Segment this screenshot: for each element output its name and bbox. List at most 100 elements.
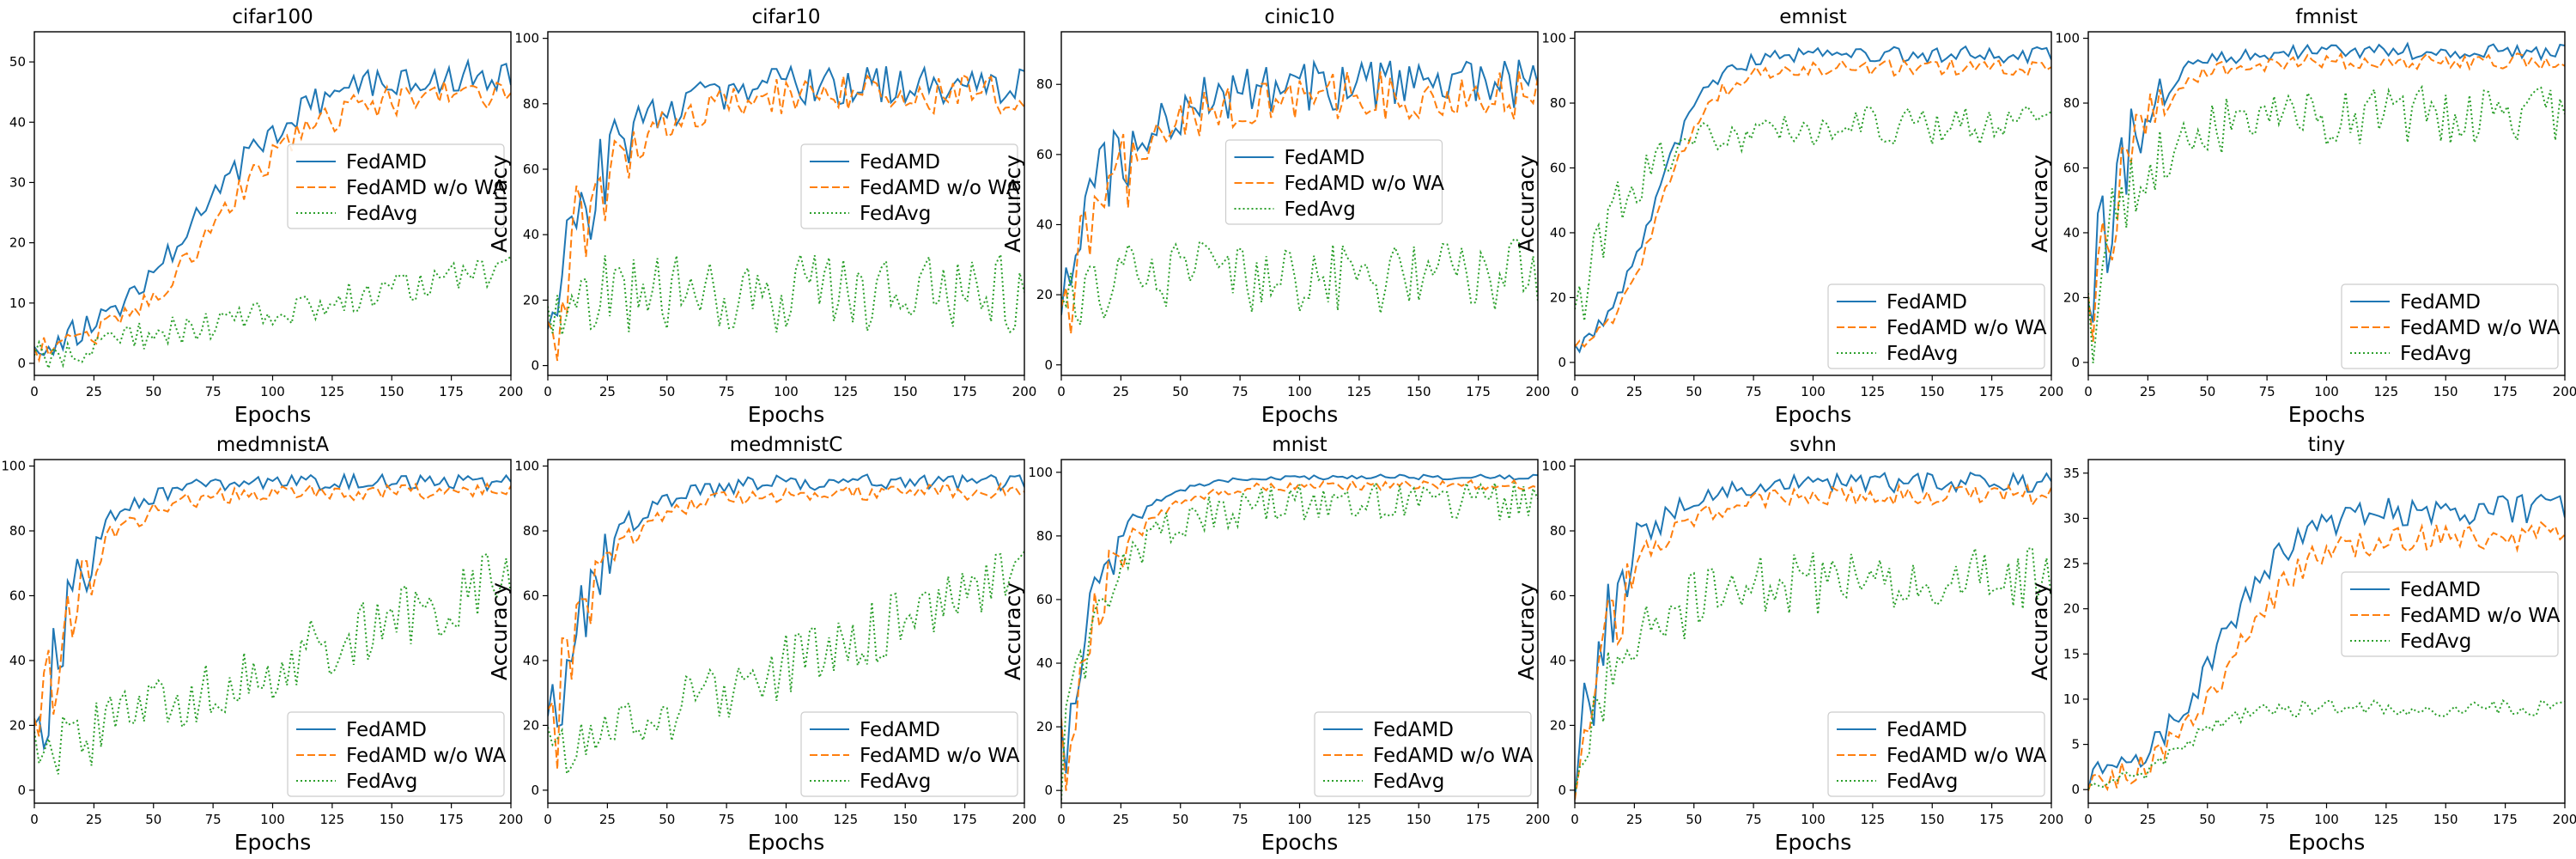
legend: FedAMD FedAMD w/o WA FedAvg xyxy=(287,711,507,797)
y-tick-label: 50 xyxy=(9,54,26,70)
subplot-title: cinic10 xyxy=(1265,6,1335,28)
x-tick-label: 125 xyxy=(320,812,345,827)
y-axis-label: Accuracy xyxy=(1000,582,1025,680)
y-tick-label: 20 xyxy=(1036,287,1053,302)
y-tick-label: 60 xyxy=(9,588,26,603)
x-tick-label: 50 xyxy=(1686,384,1702,399)
series-line-fedamd-w-o-wa xyxy=(2088,52,2565,343)
y-tick-label: 80 xyxy=(2063,95,2080,111)
y-tick-label: 40 xyxy=(2063,225,2080,241)
x-tick-label: 0 xyxy=(544,812,552,827)
series-line-fedamd xyxy=(34,58,511,357)
y-tick-label: 60 xyxy=(523,588,539,603)
x-tick-label: 75 xyxy=(2259,812,2275,827)
x-tick-label: 200 xyxy=(2553,812,2576,827)
x-tick-label: 100 xyxy=(1801,384,1826,399)
legend-box xyxy=(2341,283,2559,369)
x-tick-label: 75 xyxy=(1232,812,1249,827)
x-tick-label: 75 xyxy=(1746,384,1762,399)
y-tick-label: 40 xyxy=(523,227,539,242)
x-tick-label: 125 xyxy=(1347,812,1372,827)
x-tick-label: 150 xyxy=(1406,812,1431,827)
x-tick-label: 75 xyxy=(2259,384,2275,399)
x-tick-label: 25 xyxy=(2140,812,2156,827)
x-tick-label: 150 xyxy=(893,812,918,827)
series-line-fedavg xyxy=(1575,105,2051,321)
legend-box xyxy=(1314,711,1532,797)
x-tick-label: 175 xyxy=(952,812,977,827)
x-tick-label: 150 xyxy=(2433,812,2458,827)
x-tick-label: 175 xyxy=(1979,812,2004,827)
legend-label: FedAvg xyxy=(860,771,931,793)
series-line-fedamd-w-o-wa xyxy=(1575,57,2051,348)
subplot-title: svhn xyxy=(1789,434,1837,456)
y-tick-label: 40 xyxy=(1550,225,1566,241)
y-tick-label: 0 xyxy=(531,783,539,798)
x-tick-label: 50 xyxy=(1172,384,1188,399)
series-line-fedamd-w-o-wa xyxy=(548,482,1024,770)
x-tick-label: 25 xyxy=(1626,384,1643,399)
x-tick-label: 25 xyxy=(86,812,102,827)
y-tick-label: 20 xyxy=(1550,717,1566,733)
y-tick-label: 60 xyxy=(2063,160,2080,175)
subplot-emnist: 0 25 50 75 100 125 150 175 200 0 20 40 60 80 100 emnist… xyxy=(1514,6,2063,427)
series-line-fedavg xyxy=(2088,84,2565,363)
x-tick-label: 100 xyxy=(1287,812,1312,827)
x-tick-label: 50 xyxy=(2199,384,2215,399)
x-tick-label: 100 xyxy=(774,384,799,399)
legend: FedAMD FedAMD w/o WA FedAvg xyxy=(287,143,507,229)
x-tick-label: 0 xyxy=(30,384,39,399)
y-axis-label: Accuracy xyxy=(1514,155,1539,253)
legend-label: FedAMD w/o WA xyxy=(1285,173,1445,195)
legend-label: FedAMD xyxy=(1886,291,1967,314)
x-tick-label: 75 xyxy=(205,384,222,399)
x-tick-label: 50 xyxy=(659,384,675,399)
legend-label: FedAvg xyxy=(1886,771,1958,793)
y-tick-label: 20 xyxy=(523,292,539,308)
subplot-medmnistA: 0 25 50 75 100 125 150 175 200 0 20 40 60 80 100 medmni… xyxy=(1,434,523,855)
x-tick-label: 200 xyxy=(1012,384,1037,399)
x-tick-label: 50 xyxy=(1686,812,1702,827)
legend: FedAMD FedAMD w/o WA FedAvg xyxy=(1827,711,2047,797)
legend-label: FedAvg xyxy=(860,203,931,225)
x-tick-label: 25 xyxy=(86,384,102,399)
x-tick-label: 25 xyxy=(1626,812,1643,827)
x-tick-label: 0 xyxy=(2084,812,2093,827)
legend-label: FedAMD w/o WA xyxy=(1886,745,2047,767)
x-axis-label: Epochs xyxy=(1775,402,1852,427)
y-tick-label: 20 xyxy=(1036,719,1053,734)
y-axis-label: Accuracy xyxy=(1514,582,1539,680)
y-tick-label: 60 xyxy=(1036,592,1053,607)
subplot-title: tiny xyxy=(2308,434,2346,456)
y-tick-label: 15 xyxy=(2063,646,2080,661)
x-axis-label: Epochs xyxy=(1261,830,1339,855)
legend-label: FedAMD w/o WA xyxy=(1886,317,2047,339)
y-tick-label: 60 xyxy=(1550,160,1566,175)
legend-label: FedAMD xyxy=(860,151,940,174)
x-tick-label: 175 xyxy=(1979,384,2004,399)
y-tick-label: 0 xyxy=(2071,782,2080,797)
y-tick-label: 80 xyxy=(1036,528,1053,544)
x-tick-label: 75 xyxy=(719,812,735,827)
x-tick-label: 25 xyxy=(1113,384,1129,399)
series-line-fedamd xyxy=(1061,58,1538,315)
x-tick-label: 175 xyxy=(439,812,464,827)
x-axis-label: Epochs xyxy=(1775,830,1852,855)
y-tick-label: 30 xyxy=(2063,510,2080,526)
x-tick-label: 75 xyxy=(1746,812,1762,827)
y-tick-label: 100 xyxy=(1541,31,1566,46)
x-tick-label: 25 xyxy=(599,812,616,827)
x-tick-label: 175 xyxy=(1466,384,1491,399)
legend: FedAMD FedAMD w/o WA FedAvg xyxy=(1224,139,1445,225)
x-tick-label: 0 xyxy=(2084,384,2093,399)
y-tick-label: 0 xyxy=(17,783,26,798)
legend-box xyxy=(287,711,505,797)
legend-label: FedAMD w/o WA xyxy=(346,745,507,767)
series-line-fedamd xyxy=(1061,473,1538,774)
x-tick-label: 125 xyxy=(1861,384,1886,399)
x-tick-label: 0 xyxy=(1057,384,1066,399)
y-tick-label: 20 xyxy=(523,717,539,733)
series-line-fedamd xyxy=(2088,41,2565,323)
y-tick-label: 80 xyxy=(523,523,539,539)
